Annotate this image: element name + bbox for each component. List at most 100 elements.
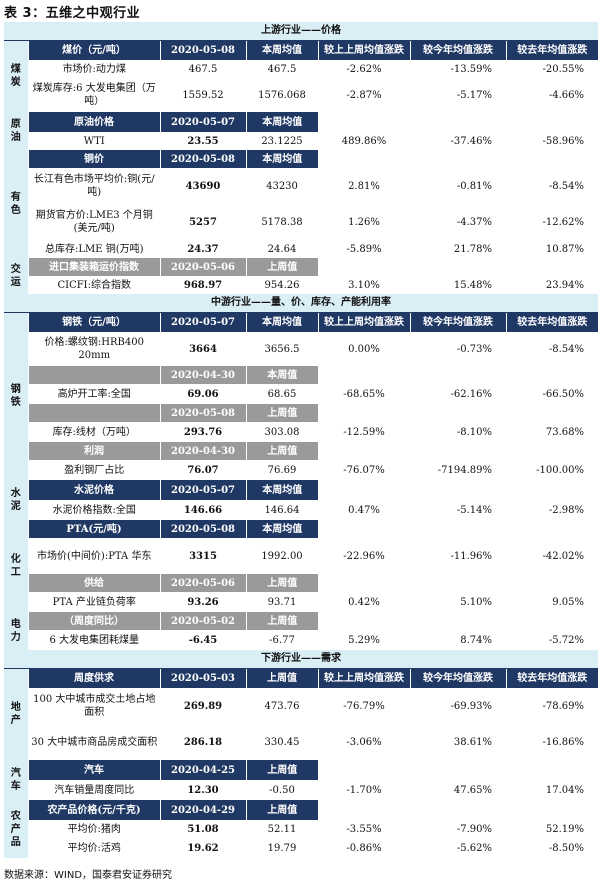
table-row: 市场价(中间价):PTA 华东 3315 1992.00 -22.96% -11.96%… <box>4 538 598 574</box>
average-value: -0.50 <box>269 784 295 796</box>
chg-lastyear-value: -2.98% <box>548 504 584 516</box>
sector-label-realestate: 地产 <box>4 668 29 760</box>
chg-lastyear-header: 较去年均值涨跌 <box>505 40 598 60</box>
sector-label-chem: 化工 <box>4 520 29 612</box>
current-value: 19.62 <box>187 842 219 854</box>
indicator-label: PTA 产业链负荷率 <box>52 596 136 608</box>
value-header: 上周值 <box>245 612 318 630</box>
table-row: 水泥价格指数:全国 146.66 146.64 0.47% -5.14% -2.98% <box>4 500 598 520</box>
table-row: 库存:线材（万吨） 293.76 303.08 -12.59% -8.10% 73.68% <box>4 422 598 442</box>
value-header: 本周均值 <box>245 480 318 500</box>
indicator-label: 汽车销量周度同比 <box>54 784 135 796</box>
chg-week-value: -0.86% <box>346 842 382 854</box>
table-row: 价格:螺纹钢:HRB400 20mm 3664 3656.5 0.00% -0.73% -… <box>4 332 598 366</box>
date-header: 2020-04-30 <box>159 366 246 384</box>
table-row: 钢铁钢铁（元/吨） 2020-05-07 本周均值 较上上周均值涨跌 较今年均值涨跌 较去… <box>4 312 598 480</box>
average-value: 1576.068 <box>258 89 306 101</box>
sector-label-power: 电力 <box>4 612 29 650</box>
chg-year-value: -0.73% <box>456 343 492 355</box>
chg-year-value: -62.16% <box>450 388 492 400</box>
indicator-label: 盈利钢厂占比 <box>64 464 125 476</box>
value-header: 上周值 <box>245 668 318 688</box>
table-row: 汽车销量周度同比 12.30 -0.50 -1.70% 47.65% 17.04% <box>4 780 598 800</box>
date-header: 2020-05-08 <box>159 40 246 60</box>
chg-lastyear-value: 9.05% <box>552 596 584 608</box>
average-value: 76.69 <box>267 464 297 476</box>
group-header: 农产品价格(元/千克) <box>27 800 160 820</box>
chg-week-value: -3.55% <box>346 823 382 835</box>
chg-week-value: -68.65% <box>343 388 385 400</box>
group-header: 煤价（元/吨） <box>27 40 160 60</box>
table-row: 农产品农产品价格(元/千克) 2020-04-29 上周值 <box>4 800 598 858</box>
chg-lastyear-value: -8.50% <box>548 842 584 854</box>
value-header: 上周值 <box>245 800 318 820</box>
chg-year-value: 15.48% <box>453 279 492 291</box>
chg-year-value: 8.74% <box>460 634 492 646</box>
table-row: 6 大发电集团耗煤量 -6.45 -6.77 5.29% 8.74% -5.72% <box>4 630 598 650</box>
chg-lastyear-value: -8.54% <box>548 180 584 192</box>
chg-week-value: 5.29% <box>348 634 380 646</box>
blank-cell <box>318 800 598 820</box>
indicator-label: 市场价(中间价):PTA 华东 <box>37 550 152 562</box>
chg-lastyear-value: -66.50% <box>542 388 584 400</box>
blank-cell <box>318 442 598 460</box>
indicator-label: 期货官方价:LME3 个月铜(美元/吨) <box>35 210 153 234</box>
chg-year-header: 较今年均值涨跌 <box>409 668 506 688</box>
section-upstream: 上游行业——价格 <box>4 22 598 41</box>
indicator-label: 100 大中城市成交土地占地面积 <box>33 694 156 718</box>
current-value: 69.06 <box>187 388 219 400</box>
sector-label-copper: 有色 <box>4 150 29 258</box>
table-row: 期货官方价:LME3 个月铜(美元/吨) 5257 5178.38 1.26% -4.3… <box>4 204 598 240</box>
group-header: 铜价 <box>27 150 160 168</box>
group-header: 进口集装箱运价指数 <box>27 258 160 276</box>
chg-week-value: -12.59% <box>343 426 385 438</box>
indicator-label: 价格:螺纹钢:HRB400 20mm <box>44 337 144 361</box>
group-header: 钢铁（元/吨） <box>27 312 160 332</box>
sector-label-oil: 原油 <box>4 112 29 150</box>
chg-lastyear-value: 10.87% <box>545 243 584 255</box>
current-value: 3315 <box>189 550 217 562</box>
chg-lastyear-value: 17.04% <box>545 784 584 796</box>
indicator-label: 市场价:动力煤 <box>62 63 126 75</box>
indicator-label: WTI <box>83 135 105 147</box>
average-value: 146.64 <box>264 504 300 516</box>
chg-year-value: 5.10% <box>460 596 492 608</box>
value-header: 本周均值 <box>245 312 318 332</box>
average-value: -6.77 <box>269 634 295 646</box>
chg-week-header: 较上上周均值涨跌 <box>317 40 410 60</box>
table-row: 供给 2020-05-06 上周值 <box>4 574 598 592</box>
indicator-label: 总库存:LME 铜(万吨) <box>44 243 144 255</box>
table-row: CICFI:综合指数 968.97 954.26 3.10% 15.48% 23.94% <box>4 276 598 294</box>
group-header: 原油价格 <box>27 112 160 132</box>
chg-week-value: -1.70% <box>346 784 382 796</box>
blank-cell <box>318 112 598 132</box>
chg-year-value: -5.14% <box>456 504 492 516</box>
average-value: 954.26 <box>264 279 300 291</box>
chg-year-value: -69.93% <box>450 700 492 712</box>
sector-label-transport: 交运 <box>4 258 29 294</box>
current-value: 968.97 <box>183 279 223 291</box>
date-header: 2020-04-30 <box>159 442 246 460</box>
blank-cell <box>318 480 598 500</box>
blank-cell <box>318 520 598 538</box>
chg-lastyear-value: -4.66% <box>548 89 584 101</box>
current-value: 76.07 <box>187 464 219 476</box>
blank-cell <box>318 258 598 276</box>
value-header: 上周值 <box>245 442 318 460</box>
chg-year-value: -8.10% <box>456 426 492 438</box>
date-header: 2020-05-08 <box>159 520 246 538</box>
sector-label-cement: 水泥 <box>4 480 29 520</box>
group-header <box>27 404 160 422</box>
average-value: 23.1225 <box>261 135 303 147</box>
table-row: 电力（周度同比） 2020-05-02 上周值 <box>4 612 598 650</box>
group-header: （周度同比） <box>27 612 160 630</box>
sector-label-steel: 钢铁 <box>4 312 29 480</box>
current-value: 286.18 <box>183 736 223 748</box>
table-row: 汽车汽车 2020-04-25 上周值 <box>4 760 598 800</box>
table-row: 100 大中城市成交土地占地面积 269.89 473.76 -76.79% -69.9… <box>4 688 598 724</box>
current-value: 24.37 <box>187 243 219 255</box>
indicator-label: 水泥价格指数:全国 <box>52 504 136 516</box>
value-header: 本周均值 <box>245 150 318 168</box>
chg-week-value: 1.26% <box>348 216 380 228</box>
